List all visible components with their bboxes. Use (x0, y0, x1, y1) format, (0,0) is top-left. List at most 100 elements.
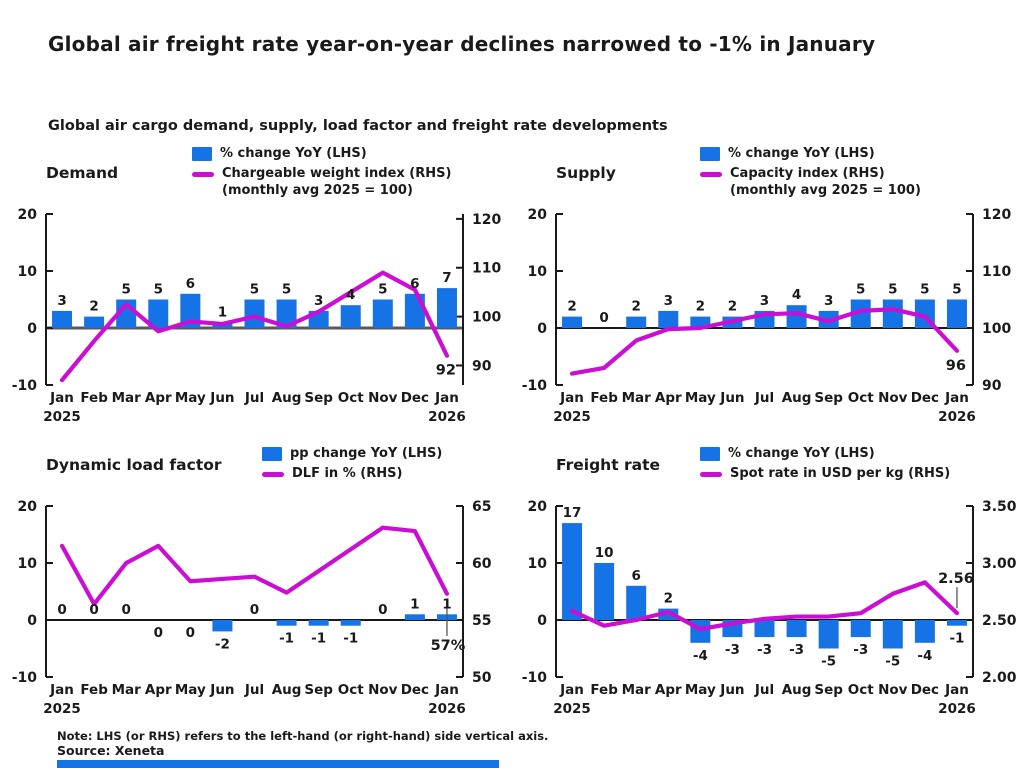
bar-value-label: 5 (888, 282, 897, 298)
bar (276, 299, 297, 328)
bar-value-label: 0 (250, 602, 259, 618)
month-label: May (175, 682, 206, 698)
bar-value-label: 2 (728, 299, 737, 315)
month-label: Oct (848, 682, 874, 698)
lhs-tick-label: -10 (522, 378, 548, 394)
chart-supply-legend: % change YoY (LHS) Capacity index (RHS)(… (700, 146, 921, 199)
chart-load-factor: Dynamic load factor pp change YoY (LHS) … (10, 432, 514, 732)
rhs-tick-label: 120 (472, 212, 501, 228)
month-label: Aug (272, 682, 302, 698)
bar (404, 293, 425, 328)
lhs-tick-label: 0 (537, 613, 547, 629)
bar-value-label: -5 (885, 654, 900, 670)
chart-demand-legend: % change YoY (LHS) Chargeable weight ind… (192, 146, 451, 199)
month-label: Sep (814, 390, 843, 406)
bar-value-label: -4 (917, 648, 932, 664)
month-label: Jan (944, 390, 969, 406)
bar-value-label: 3 (824, 293, 833, 309)
chart-demand-title: Demand (46, 164, 119, 182)
bar (340, 620, 361, 626)
month-label: Jun (719, 682, 744, 698)
chart-freight-rate-legend: % change YoY (LHS) Spot rate in USD per … (700, 446, 950, 483)
bar (754, 620, 775, 638)
lhs-tick-label: -10 (12, 378, 38, 394)
chart-freight-rate-plot: 20 10 0 -10 3.50 3.00 2.50 2.00 17 10 6 2 -4 -3 -3 -3 -5… (522, 499, 1017, 717)
bar-value-label: 3 (314, 293, 323, 309)
bar-value-label: 5 (856, 282, 865, 298)
month-label: Dec (911, 390, 939, 406)
month-label: May (685, 390, 716, 406)
bar-value-label: 3 (664, 293, 673, 309)
month-label: Feb (80, 682, 108, 698)
month-label: Dec (401, 390, 429, 406)
bar-value-label: 0 (57, 602, 66, 618)
line-swatch-icon (700, 172, 722, 177)
index-line (59, 270, 450, 383)
bar-value-label: -3 (757, 642, 772, 658)
line-swatch-icon (192, 172, 214, 177)
line-end-label: 57% (431, 638, 466, 654)
bar (818, 620, 839, 649)
month-label: Oct (338, 390, 364, 406)
bar-swatch-icon (262, 447, 282, 461)
bar-value-label: 5 (250, 282, 259, 298)
bar-value-label: 7 (442, 270, 451, 286)
month-label: Feb (590, 682, 618, 698)
lhs-tick-label: 10 (528, 556, 548, 572)
bar-value-label: 3 (57, 293, 66, 309)
chart-freight-rate: Freight rate % change YoY (LHS) Spot rat… (520, 432, 1024, 732)
month-label: Jul (244, 390, 264, 406)
month-label: Apr (655, 390, 682, 406)
footnote: Note: LHS (or RHS) refers to the left-ha… (57, 729, 549, 743)
bar (786, 305, 807, 328)
month-label: Mar (622, 390, 652, 406)
legend-line-label: DLF in % (RHS) (292, 466, 403, 482)
month-label: Nov (368, 682, 398, 698)
lhs-tick-label: 10 (528, 264, 548, 280)
bar-value-label: 2 (89, 299, 98, 315)
rhs-tick-label: 2.00 (982, 670, 1017, 686)
month-label: Aug (782, 682, 812, 698)
bar-value-label: 2 (567, 299, 576, 315)
figure-subtitle: Global air cargo demand, supply, load fa… (48, 118, 668, 134)
bar-value-label: 6 (631, 568, 640, 584)
month-label: Jan (944, 682, 969, 698)
chart-load-factor-title: Dynamic load factor (46, 456, 222, 474)
source-credit: Source: Xeneta (57, 743, 165, 758)
bar (850, 620, 871, 638)
bar (562, 523, 583, 620)
rhs-tick-label: 60 (472, 556, 492, 572)
month-label: Mar (622, 682, 652, 698)
month-label: Jan (434, 390, 459, 406)
rhs-tick-label: 65 (472, 499, 491, 515)
bar (690, 316, 711, 328)
legend-line-label2: (monthly avg 2025 = 100) (730, 182, 921, 198)
bar (946, 620, 967, 626)
rhs-tick-label: 90 (472, 358, 492, 374)
index-line (59, 525, 450, 607)
bar (212, 620, 233, 632)
chart-load-factor-legend: pp change YoY (LHS) DLF in % (RHS) (262, 446, 442, 483)
month-label: Jul (754, 390, 774, 406)
bar (850, 299, 871, 328)
month-label: Jun (209, 682, 234, 698)
bottom-accent-bar (57, 760, 499, 768)
bar-swatch-icon (192, 147, 212, 161)
legend-line-label: Spot rate in USD per kg (RHS) (730, 466, 951, 482)
index-line (569, 580, 960, 632)
bar-value-label: 6 (186, 276, 195, 292)
month-label: Feb (80, 390, 108, 406)
year-label: 2025 (553, 701, 591, 717)
bar-value-label: 5 (952, 282, 961, 298)
year-label: 2026 (428, 409, 466, 425)
legend-bar-label: % change YoY (LHS) (220, 146, 367, 161)
rhs-tick-label: 110 (982, 264, 1011, 280)
bar-value-label: 2 (696, 299, 705, 315)
bar (562, 316, 583, 328)
bar-swatch-icon (700, 447, 720, 461)
month-label: Oct (338, 682, 364, 698)
month-label: Sep (304, 390, 333, 406)
bar (180, 293, 201, 328)
month-label: Jun (209, 390, 234, 406)
bar (882, 299, 903, 328)
